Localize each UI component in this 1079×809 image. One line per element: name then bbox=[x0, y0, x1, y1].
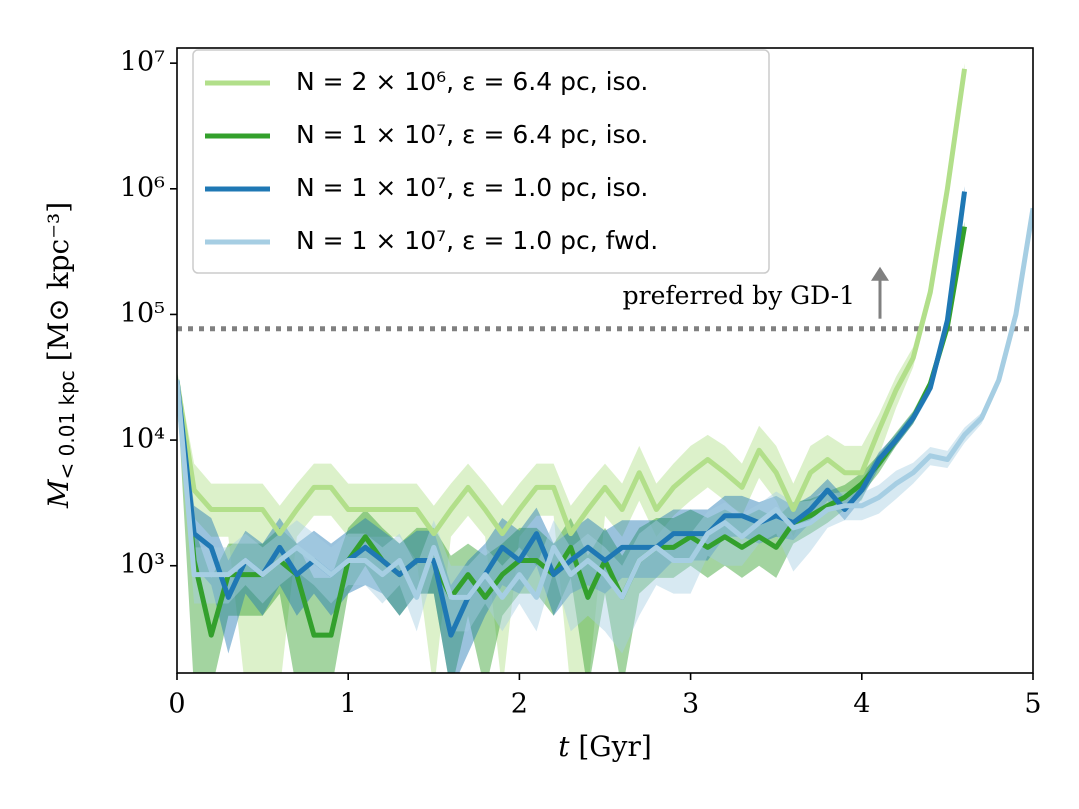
x-tick-label: 2 bbox=[511, 689, 528, 720]
x-label-symbol: t bbox=[558, 730, 570, 763]
series-line bbox=[177, 191, 967, 638]
y-tick-label: 10⁵ bbox=[120, 298, 165, 329]
y-label-units: [M⊙ kpc⁻³] bbox=[42, 202, 75, 361]
x-tick-label: 3 bbox=[682, 689, 699, 720]
y-label-symbol: M bbox=[42, 478, 75, 509]
annotation-arrowhead bbox=[871, 266, 889, 281]
y-tick-label: 10⁶ bbox=[120, 172, 165, 203]
uncertainty-band bbox=[177, 63, 965, 673]
legend-label: N = 1 × 10⁷, ε = 1.0 pc, iso. bbox=[296, 173, 648, 202]
y-tick-label: 10³ bbox=[120, 549, 165, 580]
x-tick-label: 0 bbox=[168, 689, 185, 720]
uncertainty-band bbox=[177, 202, 1033, 654]
x-tick-label: 1 bbox=[340, 689, 357, 720]
x-tick-label: 4 bbox=[853, 689, 870, 720]
series-line bbox=[177, 207, 1033, 600]
legend-label: N = 1 × 10⁷, ε = 6.4 pc, iso. bbox=[296, 120, 648, 149]
y-label-subscript: < 0.01 kpc bbox=[55, 370, 79, 479]
legend-label: N = 1 × 10⁷, ε = 1.0 pc, fwd. bbox=[296, 226, 658, 255]
x-axis-label: t [Gyr] bbox=[558, 730, 652, 763]
y-axis-label: M< 0.01 kpc [M⊙ kpc⁻³] bbox=[42, 202, 79, 509]
x-label-units: [Gyr] bbox=[578, 730, 651, 763]
y-tick-label: 10⁴ bbox=[120, 424, 165, 455]
series-line bbox=[177, 68, 967, 537]
legend-label: N = 2 × 10⁶, ε = 6.4 pc, iso. bbox=[296, 67, 648, 96]
plot-frame bbox=[176, 47, 1034, 674]
x-tick-label: 5 bbox=[1024, 689, 1041, 720]
legend-box bbox=[192, 49, 770, 274]
annotation: preferred by GD-1 bbox=[623, 281, 855, 310]
series-line bbox=[177, 226, 967, 638]
plot-area bbox=[177, 63, 1033, 673]
y-tick-label: 10⁷ bbox=[120, 47, 165, 78]
uncertainty-band bbox=[177, 221, 965, 673]
